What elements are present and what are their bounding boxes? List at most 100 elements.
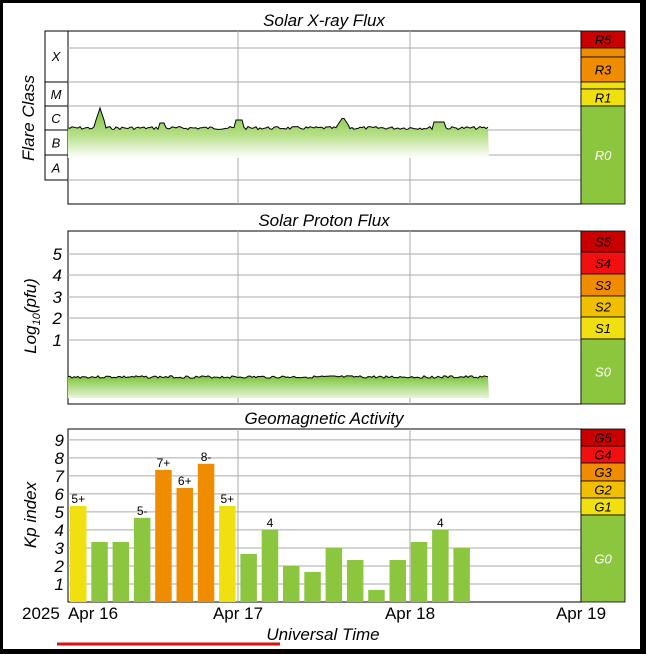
kp-tick-6: 6 xyxy=(55,485,65,504)
kp-bar-label: 4 xyxy=(437,516,444,530)
geomag-g-scale: G5 G4 G3 G2 G1 G0 xyxy=(580,428,626,603)
xray-plot-area xyxy=(67,30,582,205)
r-scale-label-r0: R0 xyxy=(595,148,612,163)
g-scale-band xyxy=(580,514,626,603)
x-label-apr-17: Apr 17 xyxy=(213,604,263,623)
xray-flux-fill xyxy=(68,108,489,158)
kp-bars: 5+ 5- 7+ 6+ 8- 5+ 4 4 xyxy=(70,450,470,602)
g-scale-label-g1: G1 xyxy=(594,500,611,515)
kp-tick-9: 9 xyxy=(55,431,65,450)
proton-tick-5: 5 xyxy=(53,245,63,264)
g-scale-label-g5: G5 xyxy=(594,431,612,446)
xray-title: Solar X-ray Flux xyxy=(263,11,385,30)
xray-r-scale: R5 R3 R1 R0 xyxy=(580,30,626,205)
xray-flux-line xyxy=(67,106,489,131)
geomag-grid xyxy=(68,429,581,602)
kp-bar-label: 8- xyxy=(201,450,212,464)
proton-grid xyxy=(68,231,581,404)
s-scale-label-s4: S4 xyxy=(595,256,611,271)
kp-bar-label: 5+ xyxy=(71,492,85,506)
kp-bar xyxy=(346,560,364,602)
kp-tick-8: 8 xyxy=(55,449,65,468)
proton-tick-4: 4 xyxy=(53,266,62,285)
class-label-x: X xyxy=(51,49,62,64)
proton-s-scale: S5 S4 S3 S2 S1 S0 xyxy=(580,230,626,405)
kp-tick-4: 4 xyxy=(55,521,64,540)
s-scale-label-s0: S0 xyxy=(595,365,612,380)
kp-bar-label: 5- xyxy=(137,504,148,518)
r-scale-label-r1: R1 xyxy=(595,91,612,106)
kp-bar xyxy=(325,547,343,602)
r-scale-band xyxy=(580,56,626,83)
xray-flux-area xyxy=(67,106,489,158)
s-scale-label-s3: S3 xyxy=(595,278,612,293)
g-scale-label-g3: G3 xyxy=(594,465,612,480)
kp-bar xyxy=(133,517,151,602)
s-scale-band xyxy=(580,338,626,405)
s-scale-label-s2: S2 xyxy=(595,300,612,315)
kp-bar xyxy=(432,529,449,602)
kp-bar xyxy=(70,505,87,602)
s-scale-label-s1: S1 xyxy=(595,321,611,336)
xray-ylabel: Flare Class xyxy=(19,75,38,161)
x-axis-labels: Apr 16 Apr 17 Apr 18 Apr 19 xyxy=(68,604,606,623)
kp-bar xyxy=(261,529,279,602)
kp-bar-label: 7+ xyxy=(157,456,171,470)
kp-tick-2: 2 xyxy=(54,557,65,576)
r-scale-band xyxy=(580,81,626,90)
g-scale-label-g2: G2 xyxy=(594,483,612,498)
kp-tick-5: 5 xyxy=(55,503,65,522)
kp-tick-3: 3 xyxy=(55,539,65,558)
g-scale-label-g4: G4 xyxy=(594,448,611,463)
x-label-apr-16: Apr 16 xyxy=(68,604,118,623)
proton-ylabel-tail: (pfu) xyxy=(21,278,40,313)
r-scale-label-r5: R5 xyxy=(595,33,612,48)
kp-bar xyxy=(91,541,108,602)
geomag-title: Geomagnetic Activity xyxy=(244,409,405,428)
proton-flux-line xyxy=(67,375,489,379)
x-label-apr-18: Apr 18 xyxy=(385,604,435,623)
proton-title: Solar Proton Flux xyxy=(258,211,390,230)
kp-bar xyxy=(453,547,470,602)
proton-flux-area xyxy=(67,375,489,398)
x-label-apr-19: Apr 19 xyxy=(556,604,606,623)
proton-tick-2: 2 xyxy=(52,309,63,328)
kp-bar xyxy=(368,589,385,602)
x-axis-year: 2025 xyxy=(22,604,60,623)
r-scale-band xyxy=(580,105,626,205)
r-scale-band xyxy=(580,47,626,58)
kp-tick-7: 7 xyxy=(55,467,65,486)
proton-y-ticks: 5 4 3 2 1 xyxy=(52,245,63,350)
class-label-b: B xyxy=(52,136,61,151)
kp-bar xyxy=(410,541,428,602)
g-scale-label-g0: G0 xyxy=(594,552,612,567)
geomag-ylabel: Kp index xyxy=(21,481,40,548)
kp-bar xyxy=(176,487,193,602)
x-axis-title: Universal Time xyxy=(266,625,379,644)
kp-bar-label: 6+ xyxy=(178,474,192,488)
kp-bar xyxy=(389,560,406,602)
kp-bar xyxy=(197,463,215,602)
s-scale-label-s5: S5 xyxy=(595,235,612,250)
kp-bar-label: 4 xyxy=(267,516,274,530)
kp-tick-1: 1 xyxy=(55,575,64,594)
class-label-a: A xyxy=(51,161,61,176)
r-scale-label-r3: R3 xyxy=(595,63,612,78)
kp-bar xyxy=(155,469,172,602)
kp-bar xyxy=(240,553,257,602)
kp-bar xyxy=(112,541,130,602)
class-label-c: C xyxy=(51,111,61,126)
kp-bar xyxy=(304,571,321,602)
kp-bar xyxy=(219,505,236,602)
proton-tick-1: 1 xyxy=(53,331,62,350)
proton-flux-fill xyxy=(68,375,489,398)
kp-bar xyxy=(283,565,300,602)
class-label-m: M xyxy=(51,87,62,102)
proton-ylabel: Log10(pfu) xyxy=(21,278,43,354)
proton-tick-3: 3 xyxy=(53,288,63,307)
proton-ylabel-main: Log xyxy=(21,325,40,354)
proton-ylabel-sub: 10 xyxy=(31,312,43,325)
